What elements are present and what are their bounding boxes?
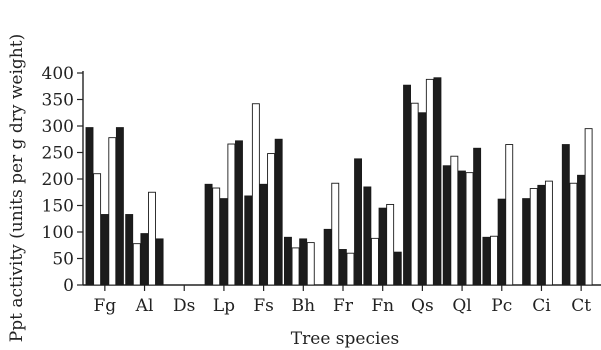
y-tick-label: 200 [42, 170, 74, 190]
bar [140, 233, 149, 286]
x-tick-label: Al [135, 296, 154, 316]
bar [274, 138, 283, 286]
bar [386, 203, 395, 286]
bar [393, 251, 402, 286]
bar [212, 187, 221, 286]
x-tick-label: Ct [571, 296, 591, 316]
bar [465, 172, 474, 286]
bar [284, 236, 292, 286]
y-tick-label: 300 [42, 117, 74, 137]
y-tick-label: 350 [42, 91, 74, 111]
bar [346, 252, 355, 286]
bar [403, 84, 411, 286]
y-tick-label: 100 [42, 223, 74, 243]
y-tick-label: 150 [42, 197, 74, 217]
bar [132, 243, 141, 286]
bar [85, 127, 94, 286]
y-tick-label: 250 [42, 144, 74, 164]
bar [577, 174, 585, 286]
x-tick-label: Fg [94, 296, 117, 316]
x-tick-label: Ci [532, 296, 551, 316]
bar [148, 191, 156, 286]
bar [410, 102, 419, 286]
bar [450, 155, 459, 286]
bar [529, 188, 538, 286]
bar [425, 78, 434, 286]
bar [584, 128, 593, 286]
x-tick-label: Ql [452, 296, 471, 316]
bar [371, 237, 379, 286]
bar [125, 214, 134, 286]
x-tick-label: Lp [213, 296, 235, 316]
bar [433, 77, 442, 286]
bar [323, 228, 332, 286]
bar [544, 180, 553, 286]
x-tick-label: Fn [371, 296, 394, 316]
bar [490, 235, 498, 286]
x-tick-label: Fs [253, 296, 274, 316]
bar [204, 183, 213, 286]
y-axis-title: Ppt activity (units per g dry weight) [7, 34, 27, 342]
x-tick-label: Ds [173, 296, 195, 316]
bar [442, 165, 451, 286]
bar [338, 249, 347, 286]
bar [418, 112, 427, 286]
bar [115, 127, 124, 286]
bar [93, 173, 102, 286]
bar [235, 140, 243, 286]
bar [219, 198, 228, 286]
x-tick-label: Pc [491, 296, 512, 316]
bar [457, 170, 466, 286]
bar [267, 153, 276, 286]
bar [299, 238, 308, 286]
bar [244, 195, 253, 286]
y-tick-label: 50 [52, 250, 74, 270]
bar [378, 207, 387, 286]
bar [522, 198, 531, 286]
bar-series [85, 77, 593, 286]
bar [482, 236, 491, 286]
y-tick-label: 0 [63, 276, 74, 296]
bar [331, 182, 340, 286]
bar [561, 144, 570, 286]
y-axis: 0 50 100 150 200 250 300 350 400 [42, 64, 84, 296]
bar [505, 144, 514, 286]
x-tick-label: Fr [333, 296, 354, 316]
bar [100, 214, 109, 286]
y-tick-label: 400 [42, 64, 74, 84]
x-tick-label: Bh [292, 296, 315, 316]
bar [354, 158, 362, 286]
bar [251, 103, 260, 286]
bar [363, 186, 372, 286]
bar [537, 184, 546, 286]
x-axis-title: Tree species [291, 329, 399, 349]
bar [259, 183, 268, 286]
bar [108, 137, 117, 286]
bar [497, 198, 506, 286]
bar [569, 182, 578, 286]
x-axis: Fg Al Ds Lp Fs Bh Fr Fn Qs Ql Pc Ci Ct [83, 284, 601, 316]
x-tick-label: Qs [411, 296, 434, 316]
bar [227, 143, 236, 286]
bar [306, 242, 315, 286]
bar [155, 238, 164, 286]
bar [473, 147, 482, 286]
bar [291, 247, 300, 286]
